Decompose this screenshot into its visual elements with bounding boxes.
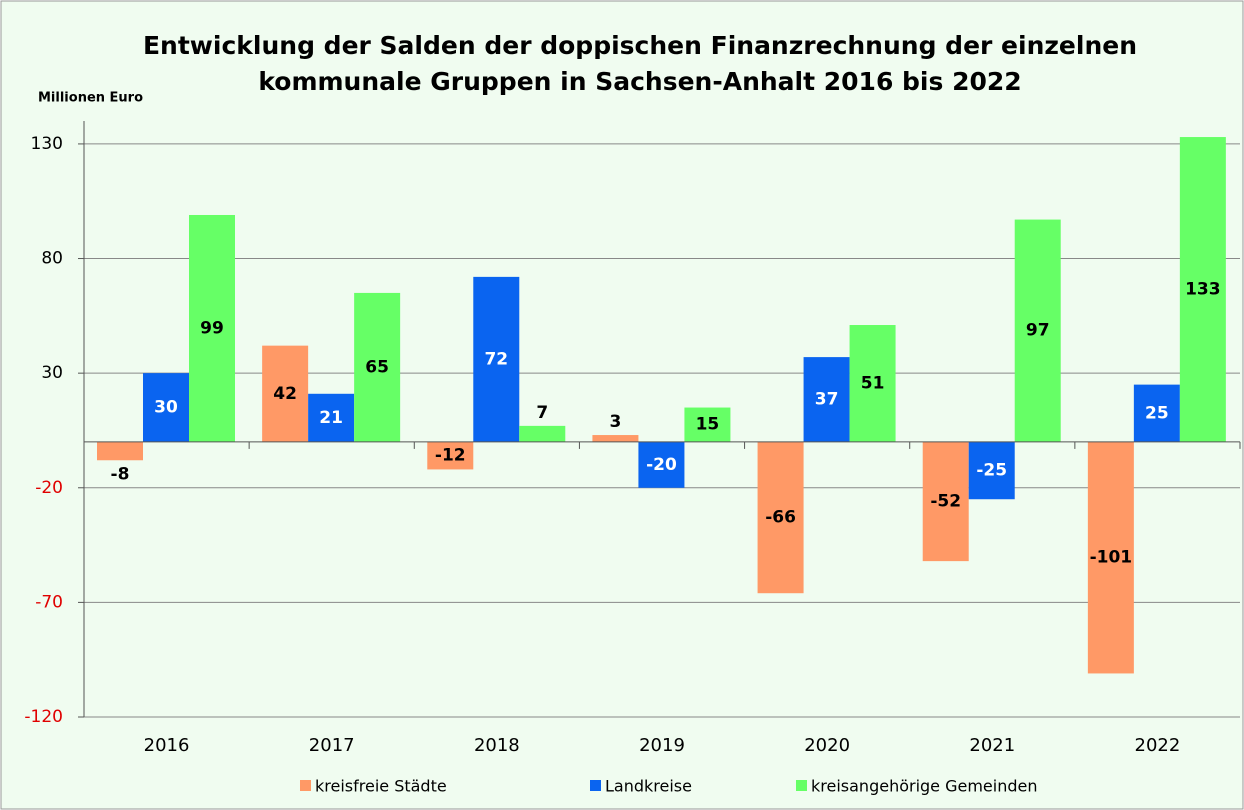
x-tick-label: 2016 bbox=[144, 735, 190, 756]
bar bbox=[143, 373, 189, 442]
legend-label: kreisfreie Städte bbox=[315, 777, 447, 796]
bar bbox=[262, 345, 309, 442]
x-tick-label: 2021 bbox=[969, 735, 1015, 756]
data-label: -101 bbox=[1090, 548, 1133, 568]
data-label: 133 bbox=[1185, 279, 1221, 299]
y-tick-label: -70 bbox=[35, 592, 63, 612]
bar bbox=[968, 441, 1015, 500]
data-label: -66 bbox=[765, 508, 796, 528]
y-axis-label: Millionen Euro bbox=[38, 91, 143, 106]
data-label: 99 bbox=[200, 318, 224, 338]
data-label: -52 bbox=[930, 492, 961, 512]
bar bbox=[592, 435, 639, 442]
y-tick-label: 130 bbox=[31, 134, 63, 154]
bar bbox=[473, 276, 520, 442]
y-tick-label: 80 bbox=[41, 249, 63, 269]
data-label: 97 bbox=[1026, 321, 1050, 341]
legend-swatch bbox=[590, 780, 601, 791]
bar bbox=[684, 407, 731, 442]
x-tick-label: 2018 bbox=[474, 735, 520, 756]
legend-label: Landkreise bbox=[605, 777, 692, 796]
bar bbox=[519, 425, 566, 442]
y-tick-label: -120 bbox=[24, 707, 63, 727]
data-label: 30 bbox=[154, 398, 178, 418]
data-label: 42 bbox=[273, 384, 297, 404]
bar bbox=[354, 292, 401, 442]
y-tick-label: 30 bbox=[41, 363, 63, 383]
data-label: 21 bbox=[319, 408, 343, 428]
x-tick-label: 2020 bbox=[804, 735, 850, 756]
data-label: -12 bbox=[435, 446, 466, 466]
data-label: 7 bbox=[536, 403, 548, 423]
x-tick-label: 2017 bbox=[309, 735, 355, 756]
data-label: -25 bbox=[976, 461, 1007, 481]
bar bbox=[1133, 384, 1180, 442]
data-label: -20 bbox=[646, 455, 677, 475]
data-label: 37 bbox=[815, 390, 839, 410]
data-label: 72 bbox=[484, 349, 508, 369]
bar bbox=[308, 393, 355, 442]
x-tick-label: 2022 bbox=[1135, 735, 1181, 756]
bar bbox=[757, 441, 804, 594]
data-label: 25 bbox=[1145, 403, 1169, 423]
bar bbox=[638, 441, 685, 488]
bar bbox=[189, 214, 235, 442]
bar bbox=[1087, 441, 1134, 674]
bar bbox=[849, 325, 896, 442]
bar bbox=[1179, 137, 1226, 442]
bar bbox=[1014, 219, 1061, 442]
data-label: 65 bbox=[365, 357, 389, 377]
bar bbox=[803, 357, 850, 442]
data-label: 3 bbox=[610, 412, 622, 432]
legend-swatch bbox=[796, 780, 807, 791]
y-tick-label: -20 bbox=[35, 478, 63, 498]
chart-title: Entwicklung der Salden der doppischen Fi… bbox=[143, 31, 1137, 60]
data-label: 15 bbox=[696, 415, 720, 435]
legend-label: kreisangehörige Gemeinden bbox=[811, 777, 1038, 796]
bar bbox=[97, 441, 143, 461]
x-tick-label: 2019 bbox=[639, 735, 685, 756]
data-label: 51 bbox=[861, 373, 885, 393]
chart-title: kommunale Gruppen in Sachsen-Anhalt 2016… bbox=[258, 67, 1021, 96]
bar bbox=[922, 441, 969, 562]
bar bbox=[427, 441, 474, 470]
data-label: -8 bbox=[111, 464, 130, 484]
legend-swatch bbox=[300, 780, 311, 791]
